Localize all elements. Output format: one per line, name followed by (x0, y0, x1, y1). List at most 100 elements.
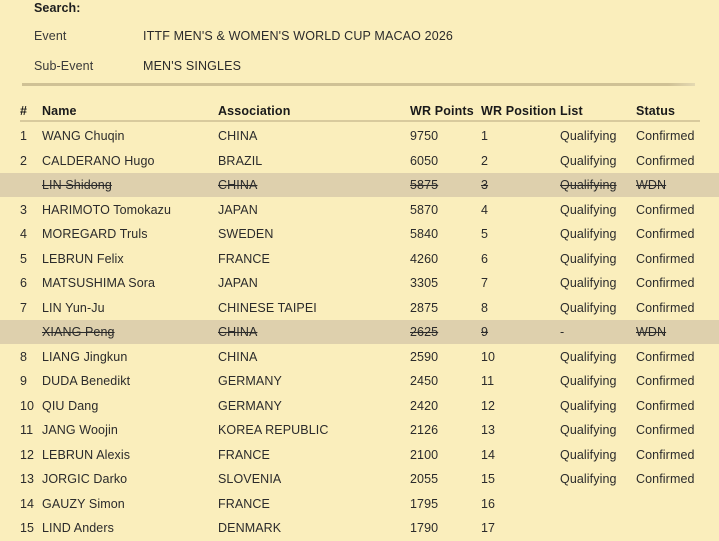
cell-association: GERMANY (218, 374, 282, 388)
cell-wr-points: 4260 (410, 251, 439, 266)
cell-rank: 4 (20, 227, 28, 241)
table-row[interactable]: 4 MOREGARD Truls SWEDEN 5840 5 Qualifying Conf… (0, 222, 719, 246)
cell-status: Confirmed (636, 227, 695, 241)
cell-association: GERMANY (218, 398, 282, 413)
cell-list: Qualifying (560, 153, 617, 168)
cell-list: Qualifying (560, 349, 617, 364)
table-row[interactable]: 13 JORGIC Darko SLOVENIA 2055 15 Qualifying Co… (0, 467, 719, 491)
cell-association: CHINA (218, 178, 258, 192)
cell-list: Qualifying (560, 374, 617, 388)
cell-status: Confirmed (636, 349, 695, 364)
cell-name: CALDERANO Hugo (42, 153, 155, 168)
search-heading: Search: (34, 1, 81, 15)
column-header-wr-position[interactable]: WR Position (481, 104, 557, 118)
cell-wr-position: 5 (481, 227, 489, 241)
cell-association: SWEDEN (218, 227, 274, 241)
column-header-rank[interactable]: # (20, 104, 28, 118)
cell-rank: 11 (20, 423, 34, 437)
table-header-underline (20, 120, 700, 122)
cell-list: Qualifying (560, 447, 617, 462)
cell-list: Qualifying (560, 202, 617, 217)
event-value: ITTF MEN'S & WOMEN'S WORLD CUP MACAO 202… (143, 29, 454, 43)
cell-rank: 15 (20, 521, 35, 535)
column-header-association[interactable]: Association (218, 104, 291, 118)
table-row[interactable]: 9 DUDA Benedikt GERMANY 2450 11 Qualifying Con… (0, 369, 719, 393)
cell-rank: 13 (20, 472, 35, 486)
cell-wr-position: 4 (481, 202, 489, 217)
cell-wr-points: 6050 (410, 153, 439, 168)
cell-wr-position: 17 (481, 521, 496, 535)
cell-rank: 14 (20, 496, 35, 511)
cell-rank: 12 (20, 447, 35, 462)
cell-wr-points: 2450 (410, 374, 439, 388)
cell-association: DENMARK (218, 521, 282, 535)
cell-wr-position: 15 (481, 472, 496, 486)
cell-list: Qualifying (560, 276, 617, 290)
cell-name: HARIMOTO Tomokazu (42, 202, 172, 217)
column-header-list[interactable]: List (560, 104, 583, 118)
cell-wr-position: 8 (481, 300, 489, 315)
cell-name: LEBRUN Alexis (42, 447, 131, 462)
cell-association: JAPAN (218, 276, 258, 290)
table-row[interactable]: 12 LEBRUN Alexis FRANCE 2100 14 Qualifying Con… (0, 443, 719, 467)
cell-wr-position: 10 (481, 349, 496, 364)
cell-rank: 1 (20, 129, 28, 143)
cell-name: QIU Dang (42, 398, 99, 413)
table-header-row: # Name Association WR Points WR Position… (0, 99, 719, 123)
cell-wr-position: 1 (481, 129, 489, 143)
cell-status: Confirmed (636, 447, 695, 462)
cell-list: Qualifying (560, 423, 617, 437)
cell-status: Confirmed (636, 472, 695, 486)
cell-name: LIN Shidong (42, 178, 112, 192)
cell-wr-points: 1790 (410, 521, 439, 535)
table-row[interactable]: 11 JANG Woojin KOREA REPUBLIC 2126 13 Qualify… (0, 418, 719, 442)
cell-rank: 9 (20, 374, 28, 388)
cell-name: JANG Woojin (42, 423, 118, 437)
cell-association: FRANCE (218, 496, 270, 511)
cell-name: LIN Yun-Ju (42, 300, 105, 315)
cell-association: JAPAN (218, 202, 258, 217)
cell-association: SLOVENIA (218, 472, 282, 486)
cell-association: BRAZIL (218, 153, 263, 168)
cell-association: KOREA REPUBLIC (218, 423, 329, 437)
cell-status: Confirmed (636, 251, 695, 266)
column-header-status[interactable]: Status (636, 104, 676, 118)
cell-rank: 5 (20, 251, 28, 266)
table-row[interactable]: 5 LEBRUN Felix FRANCE 4260 6 Qualifying Confir… (0, 247, 719, 271)
table-row[interactable]: 3 HARIMOTO Tomokazu JAPAN 5870 4 Qualifying Co… (0, 198, 719, 222)
table-row[interactable]: LIN Shidong CHINA 5875 3 Qualifying WDN (0, 173, 719, 197)
table-row[interactable]: 1 WANG Chuqin CHINA 9750 1 Qualifying Confirme… (0, 124, 719, 148)
cell-wr-position: 2 (481, 153, 489, 168)
table-row[interactable]: XIANG Peng CHINA 2625 9 - WDN (0, 320, 719, 344)
sub-event-value: MEN'S SINGLES (143, 59, 242, 73)
cell-name: DUDA Benedikt (42, 374, 131, 388)
table-row[interactable]: 2 CALDERANO Hugo BRAZIL 6050 2 Qualifying Conf… (0, 149, 719, 173)
table-row[interactable]: 6 MATSUSHIMA Sora JAPAN 3305 7 Qualifying Conf… (0, 271, 719, 295)
cell-name: MOREGARD Truls (42, 227, 148, 241)
cell-name: WANG Chuqin (42, 129, 125, 143)
meta-row-event: Event ITTF MEN'S & WOMEN'S WORLD CUP MAC… (0, 29, 719, 49)
table-row[interactable]: 15 LIND Anders DENMARK 1790 17 (0, 516, 719, 540)
column-header-name[interactable]: Name (42, 104, 77, 118)
table-row[interactable]: 14 GAUZY Simon FRANCE 1795 16 (0, 492, 719, 516)
table-row[interactable]: 7 LIN Yun-Ju CHINESE TAIPEI 2875 8 Qualifying… (0, 296, 719, 320)
cell-name: LIANG Jingkun (42, 349, 128, 364)
table-row[interactable]: 8 LIANG Jingkun CHINA 2590 10 Qualifying Confi… (0, 345, 719, 369)
cell-list: Qualifying (560, 129, 617, 143)
column-header-wr-points[interactable]: WR Points (410, 104, 474, 118)
cell-wr-points: 2625 (410, 325, 439, 339)
cell-wr-position: 16 (481, 496, 496, 511)
cell-wr-points: 2590 (410, 349, 439, 364)
cell-wr-points: 9750 (410, 129, 439, 143)
cell-name: LIND Anders (42, 521, 114, 535)
cell-association: CHINA (218, 349, 258, 364)
cell-list: Qualifying (560, 178, 617, 192)
cell-list: Qualifying (560, 227, 617, 241)
table-row[interactable]: 10 QIU Dang GERMANY 2420 12 Qualifying Confirm… (0, 394, 719, 418)
cell-wr-points: 5840 (410, 227, 439, 241)
cell-status: Confirmed (636, 374, 695, 388)
section-divider (22, 83, 695, 86)
cell-name: GAUZY Simon (42, 496, 125, 511)
cell-wr-points: 2875 (410, 300, 439, 315)
cell-association: CHINA (218, 325, 258, 339)
